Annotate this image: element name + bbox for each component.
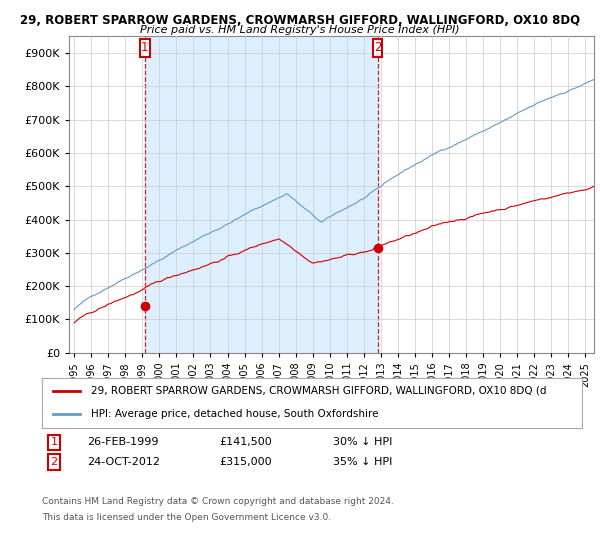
Text: 29, ROBERT SPARROW GARDENS, CROWMARSH GIFFORD, WALLINGFORD, OX10 8DQ (d: 29, ROBERT SPARROW GARDENS, CROWMARSH GI… (91, 386, 546, 395)
Text: 35% ↓ HPI: 35% ↓ HPI (333, 457, 392, 467)
Text: £315,000: £315,000 (219, 457, 272, 467)
Text: 2: 2 (374, 41, 382, 54)
FancyBboxPatch shape (373, 39, 382, 57)
FancyBboxPatch shape (140, 39, 149, 57)
Text: 30% ↓ HPI: 30% ↓ HPI (333, 437, 392, 447)
Text: 29, ROBERT SPARROW GARDENS, CROWMARSH GIFFORD, WALLINGFORD, OX10 8DQ: 29, ROBERT SPARROW GARDENS, CROWMARSH GI… (20, 14, 580, 27)
Text: 24-OCT-2012: 24-OCT-2012 (87, 457, 160, 467)
Text: HPI: Average price, detached house, South Oxfordshire: HPI: Average price, detached house, Sout… (91, 409, 378, 419)
Text: 2: 2 (50, 457, 58, 467)
Text: This data is licensed under the Open Government Licence v3.0.: This data is licensed under the Open Gov… (42, 514, 331, 522)
Text: Contains HM Land Registry data © Crown copyright and database right 2024.: Contains HM Land Registry data © Crown c… (42, 497, 394, 506)
Text: Price paid vs. HM Land Registry's House Price Index (HPI): Price paid vs. HM Land Registry's House … (140, 25, 460, 35)
Text: 1: 1 (141, 41, 149, 54)
Text: 1: 1 (50, 437, 58, 447)
Text: 26-FEB-1999: 26-FEB-1999 (87, 437, 158, 447)
Text: £141,500: £141,500 (219, 437, 272, 447)
Bar (145, 36, 377, 353)
